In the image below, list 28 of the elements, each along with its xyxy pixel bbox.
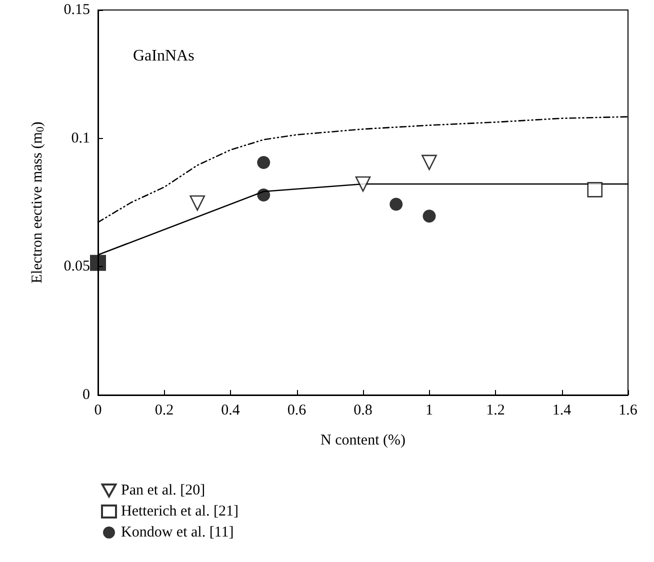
x-tick-label: 0.2	[154, 402, 174, 418]
legend-label: Hetterich et al. [21]	[121, 504, 238, 520]
point	[355, 176, 371, 192]
point	[90, 254, 106, 271]
point	[257, 156, 270, 169]
y-tick-label: 0.15	[64, 2, 90, 18]
annotation: GaInNAs	[133, 48, 194, 64]
legend-label: Kondow et al. [11]	[121, 524, 234, 540]
legend-label: Pan et al. [20]	[121, 482, 206, 498]
x-tick-label: 1.6	[618, 402, 638, 418]
x-tick-label: 1	[426, 402, 433, 418]
y-tick-label: 0.1	[71, 130, 90, 146]
x-tick-label: 1.2	[486, 402, 505, 418]
x-tick-label: 0.8	[354, 402, 372, 418]
point	[422, 210, 436, 223]
y-tick-label: 0.05	[64, 258, 90, 275]
point	[422, 154, 437, 170]
x-tick-label: 0.6	[287, 402, 307, 418]
x-axis-title: N content (%)	[320, 432, 406, 448]
x-tick-label: 0	[94, 402, 102, 418]
x-tick-label: 0.4	[221, 402, 240, 418]
point	[390, 198, 403, 211]
y-axis-title: Electron eective mass (m0)	[30, 122, 46, 284]
point	[587, 182, 603, 198]
point	[190, 195, 206, 211]
point	[257, 188, 270, 202]
y-tick-label: 0	[82, 387, 90, 403]
x-tick-label: 1.4	[552, 402, 572, 418]
